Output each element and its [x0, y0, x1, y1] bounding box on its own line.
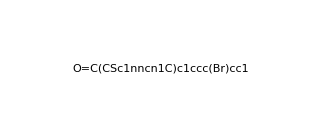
Text: O=C(CSc1nncn1C)c1ccc(Br)cc1: O=C(CSc1nncn1C)c1ccc(Br)cc1	[73, 64, 249, 74]
